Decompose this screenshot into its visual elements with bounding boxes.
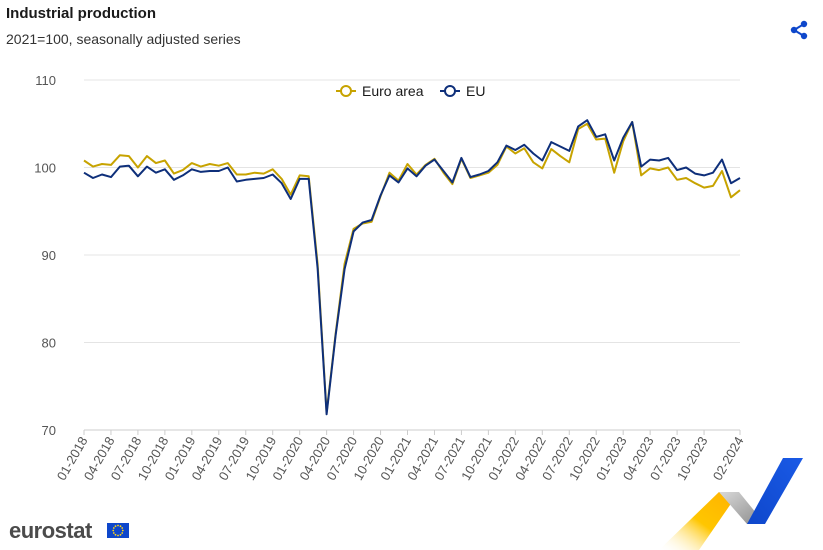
gridlines bbox=[84, 79, 740, 431]
share-icon[interactable] bbox=[788, 19, 810, 41]
y-tick-label: 80 bbox=[42, 336, 56, 351]
y-tick-label: 100 bbox=[34, 161, 56, 176]
chart-title: Industrial production bbox=[6, 5, 156, 22]
series-lines bbox=[83, 119, 741, 416]
y-tick-label: 70 bbox=[42, 423, 56, 438]
legend-label: Euro area bbox=[362, 83, 424, 99]
eu-flag-icon bbox=[107, 523, 129, 538]
y-axis-ticks: 70 80 90 100 110 bbox=[34, 73, 56, 438]
legend-item-eu[interactable]: EU bbox=[440, 83, 485, 99]
legend-item-euro-area[interactable]: Euro area bbox=[336, 83, 424, 99]
x-axis-ticks: 01-201804-201807-201810-201801-201904-20… bbox=[54, 430, 747, 483]
legend-label: EU bbox=[466, 83, 485, 99]
y-tick-label: 110 bbox=[35, 73, 56, 88]
eurostat-logo: eurostat bbox=[9, 518, 92, 543]
legend-marker bbox=[444, 85, 456, 97]
decorative-swoosh bbox=[659, 458, 803, 550]
y-tick-label: 90 bbox=[42, 248, 56, 263]
legend-marker bbox=[340, 85, 352, 97]
chart-subtitle: 2021=100, seasonally adjusted series bbox=[6, 31, 241, 47]
series-line-eu[interactable] bbox=[83, 119, 741, 416]
legend: Euro area EU bbox=[336, 83, 485, 99]
